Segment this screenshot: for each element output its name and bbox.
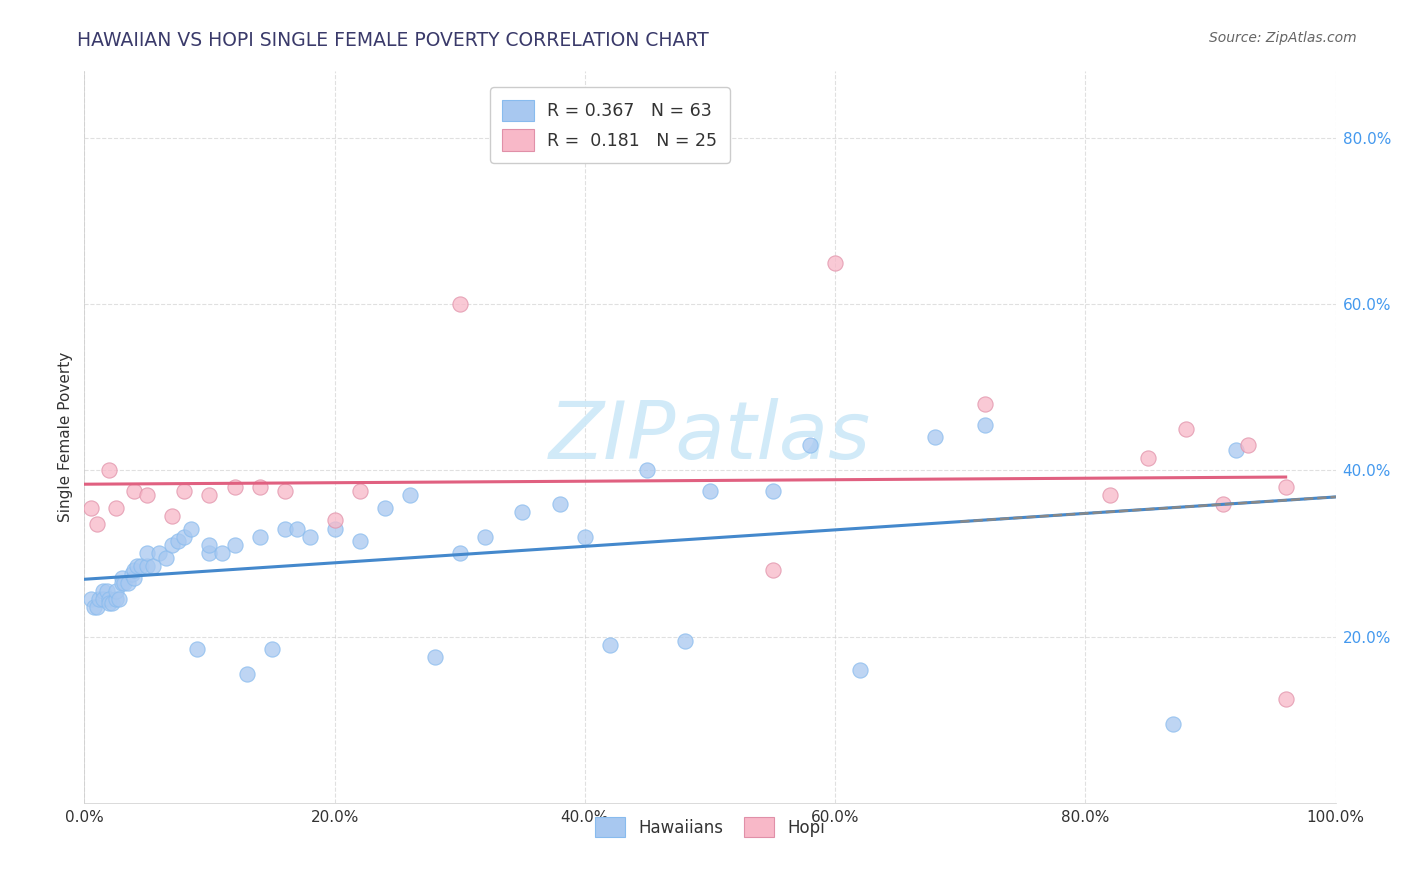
Point [104, 500, 127, 515]
Point [974, 397, 997, 411]
Point [155, 550, 177, 565]
Point [224, 480, 246, 494]
Point [974, 417, 997, 432]
Point [1237, 438, 1260, 452]
Point [449, 297, 471, 311]
Point [474, 530, 496, 544]
Point [86, 600, 108, 615]
Point [173, 530, 195, 544]
Point [142, 558, 165, 573]
Point [136, 546, 159, 560]
Point [285, 521, 308, 535]
Text: Source: ZipAtlas.com: Source: ZipAtlas.com [1209, 31, 1357, 45]
Point [111, 571, 134, 585]
Point [1161, 716, 1184, 731]
Point [211, 546, 233, 560]
Point [198, 538, 221, 552]
Point [198, 546, 221, 560]
Point [924, 430, 946, 444]
Legend: Hawaiians, Hopi: Hawaiians, Hopi [586, 809, 834, 846]
Point [117, 575, 139, 590]
Point [148, 546, 170, 560]
Point [298, 530, 321, 544]
Point [699, 484, 721, 499]
Point [236, 667, 259, 681]
Point [1212, 497, 1234, 511]
Point [323, 513, 346, 527]
Point [104, 592, 127, 607]
Point [1099, 488, 1122, 502]
Point [83, 600, 105, 615]
Point [1274, 692, 1296, 706]
Point [349, 533, 371, 548]
Point [96, 583, 118, 598]
Point [91, 583, 114, 598]
Point [124, 563, 146, 577]
Point [98, 463, 121, 477]
Point [91, 592, 114, 607]
Point [167, 533, 190, 548]
Point [121, 567, 143, 582]
Point [637, 463, 659, 477]
Text: HAWAIIAN VS HOPI SINGLE FEMALE POVERTY CORRELATION CHART: HAWAIIAN VS HOPI SINGLE FEMALE POVERTY C… [77, 31, 709, 50]
Point [98, 592, 121, 607]
Point [512, 505, 534, 519]
Point [198, 488, 221, 502]
Point [762, 563, 785, 577]
Point [79, 592, 101, 607]
Point [849, 663, 872, 677]
Point [1174, 422, 1197, 436]
Point [160, 509, 183, 524]
Point [262, 642, 284, 657]
Point [824, 255, 846, 269]
Point [323, 521, 346, 535]
Point [124, 484, 146, 499]
Point [160, 538, 183, 552]
Point [136, 488, 159, 502]
Point [173, 484, 195, 499]
Point [186, 642, 208, 657]
Point [548, 497, 571, 511]
Point [673, 633, 696, 648]
Point [762, 484, 785, 499]
Point [101, 596, 124, 610]
Point [125, 558, 148, 573]
Point [129, 558, 152, 573]
Point [180, 521, 202, 535]
Point [449, 546, 471, 560]
Point [136, 558, 159, 573]
Point [423, 650, 446, 665]
Point [374, 500, 396, 515]
Point [112, 575, 135, 590]
Point [349, 484, 371, 499]
Point [111, 575, 134, 590]
Point [224, 538, 246, 552]
Point [249, 530, 271, 544]
Point [1274, 480, 1296, 494]
Point [599, 638, 621, 652]
Y-axis label: Single Female Poverty: Single Female Poverty [58, 352, 73, 522]
Point [574, 530, 596, 544]
Point [398, 488, 420, 502]
Point [249, 480, 271, 494]
Point [98, 596, 121, 610]
Text: ZIPatlas: ZIPatlas [548, 398, 872, 476]
Point [89, 592, 111, 607]
Point [1225, 442, 1247, 457]
Point [124, 571, 146, 585]
Point [79, 500, 101, 515]
Point [104, 583, 127, 598]
Point [273, 521, 295, 535]
Point [273, 484, 295, 499]
Point [86, 517, 108, 532]
Point [1136, 450, 1159, 465]
Point [799, 438, 821, 452]
Point [108, 592, 131, 607]
